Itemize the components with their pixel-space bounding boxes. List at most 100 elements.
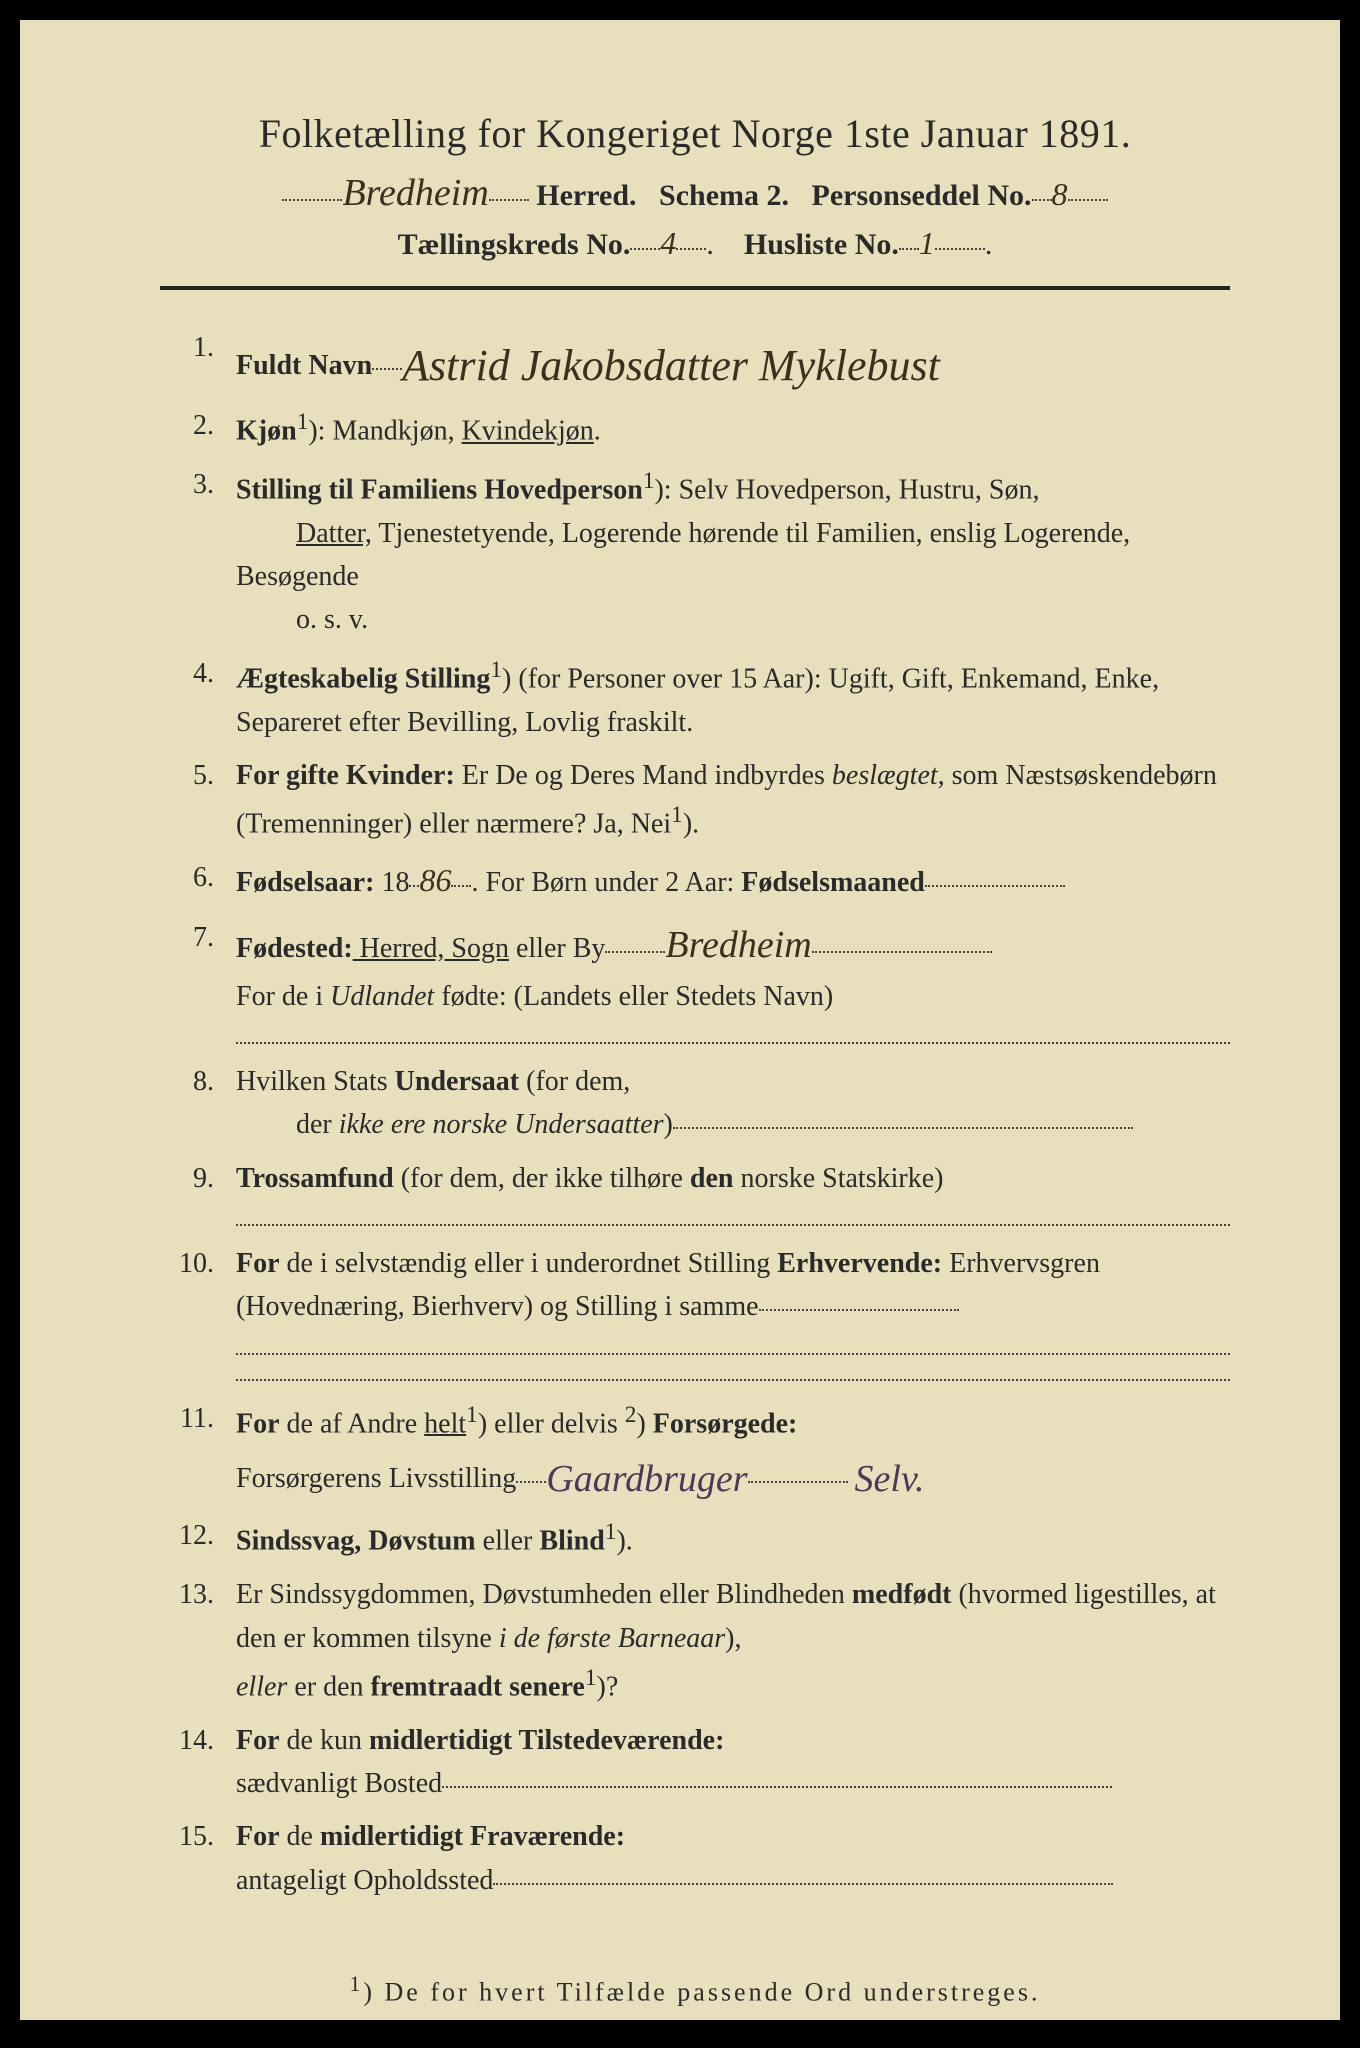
text: fødte: (Landets eller Stedets Navn)	[434, 981, 833, 1012]
label: Fuldt Navn	[236, 350, 372, 381]
row-content: Fødselsaar: 1886. For Børn under 2 Aar: …	[236, 856, 1230, 906]
personseddel-label: Personseddel No.	[812, 179, 1032, 212]
row-content: For de midlertidigt Fraværende: antageli…	[236, 1815, 1230, 1902]
row-14: 14. For de kun midlertidigt Tilstedevære…	[176, 1719, 1230, 1806]
bold-text: den	[690, 1163, 734, 1194]
dotted-line	[236, 1335, 1230, 1355]
label: For	[236, 1725, 280, 1756]
herred-line: Bredheim Herred. Schema 2. Personseddel …	[160, 171, 1230, 215]
text: Hvilken Stats	[236, 1066, 395, 1097]
header-block: Folketælling for Kongeriget Norge 1ste J…	[160, 110, 1230, 262]
text: de i selvstændig eller i underordnet Sti…	[280, 1248, 778, 1279]
row-content: Fuldt Navn Astrid Jakobsdatter Myklebust	[236, 326, 1230, 394]
row-content: Stilling til Familiens Hovedperson1): Se…	[236, 463, 1230, 642]
row-content: Er Sindssygdommen, Døvstumheden eller Bl…	[236, 1573, 1230, 1709]
text: )?	[597, 1671, 619, 1702]
label: For	[236, 1821, 280, 1852]
label: Ægteskabelig Stilling	[236, 663, 490, 694]
row-content: For gifte Kvinder: Er De og Deres Mand i…	[236, 754, 1230, 846]
row-3: 3. Stilling til Familiens Hovedperson1):…	[176, 463, 1230, 642]
row-content: For de kun midlertidigt Tilstedeværende:…	[236, 1719, 1230, 1806]
bold-text: midlertidigt Tilstedeværende:	[369, 1725, 724, 1756]
text: er den	[287, 1671, 370, 1702]
personseddel-value: 8	[1052, 176, 1068, 212]
label: Stilling til Familiens Hovedperson	[236, 474, 643, 505]
row-11: 11. For de af Andre helt1) eller delvis …	[176, 1397, 1230, 1505]
text: )	[636, 1408, 652, 1439]
underlined-value: Datter,	[296, 518, 372, 549]
label: For	[236, 1248, 280, 1279]
row-num: 2.	[176, 404, 236, 453]
main-title: Folketælling for Kongeriget Norge 1ste J…	[160, 110, 1230, 157]
husliste-value: 1	[919, 225, 935, 261]
row-num: 8.	[176, 1060, 236, 1147]
taellingskreds-label: Tællingskreds No.	[398, 228, 631, 261]
row-num: 15.	[176, 1815, 236, 1902]
row-num: 14.	[176, 1719, 236, 1806]
bold-text: Erhvervende:	[777, 1248, 942, 1279]
italic-text: i de første Barneaar	[499, 1623, 725, 1654]
text: 18	[374, 867, 409, 898]
row-content: Kjøn1): Mandkjøn, Kvindekjøn.	[236, 404, 1230, 453]
row-num: 12.	[176, 1514, 236, 1563]
row-content: Sindssvag, Døvstum eller Blind1).	[236, 1514, 1230, 1563]
row-num: 9.	[176, 1157, 236, 1232]
row-num: 10.	[176, 1242, 236, 1387]
herred-label: Herred.	[536, 179, 636, 212]
row-num: 5.	[176, 754, 236, 846]
occupation-value: Gaardbruger	[546, 1458, 747, 1500]
row-content: Ægteskabelig Stilling1) (for Personer ov…	[236, 652, 1230, 744]
text: eller By	[509, 933, 605, 964]
label: Undersaat	[395, 1066, 519, 1097]
row-num: 4.	[176, 652, 236, 744]
text: )	[664, 1109, 673, 1140]
underlined-value: Kvindekjøn	[462, 416, 594, 447]
dotted-line	[236, 1024, 1230, 1044]
husliste-label: Husliste No.	[744, 228, 899, 261]
label: For	[236, 1408, 280, 1439]
row-num: 1.	[176, 326, 236, 394]
row-content: Fødested: Herred, Sogn eller ByBredheim …	[236, 916, 1230, 1050]
dotted-line	[236, 1206, 1230, 1226]
form-body: 1. Fuldt Navn Astrid Jakobsdatter Myklebu…	[160, 326, 1230, 1902]
italic-text: ikke ere norske Undersaatter	[339, 1109, 664, 1140]
text: ).	[683, 809, 699, 840]
bold-text: midlertidigt Fraværende:	[320, 1821, 625, 1852]
label: For gifte Kvinder:	[236, 760, 455, 791]
label: Fødselsmaaned	[741, 867, 925, 898]
text: ) eller delvis	[478, 1408, 625, 1439]
row-num: 13.	[176, 1573, 236, 1709]
row-content: For de i selvstændig eller i underordnet…	[236, 1242, 1230, 1387]
taellingskreds-value: 4	[660, 225, 676, 261]
text: (for dem, der ikke tilhøre	[394, 1163, 690, 1194]
row-6: 6. Fødselsaar: 1886. For Børn under 2 Aa…	[176, 856, 1230, 906]
underlined-value: Herred, Sogn	[353, 933, 509, 964]
label: Trossamfund	[236, 1163, 394, 1194]
row-num: 6.	[176, 856, 236, 906]
sup: 1	[466, 1402, 478, 1428]
birthplace-value: Bredheim	[665, 916, 811, 975]
sup: 1	[605, 1519, 617, 1545]
text: norske Statskirke)	[734, 1163, 944, 1194]
row-13: 13. Er Sindssygdommen, Døvstumheden elle…	[176, 1573, 1230, 1709]
sup: 1	[490, 657, 502, 683]
text: Er De og Deres Mand indbyrdes	[455, 760, 832, 791]
text: For de i	[236, 981, 330, 1012]
row-9: 9. Trossamfund (for dem, der ikke tilhør…	[176, 1157, 1230, 1232]
name-value: Astrid Jakobsdatter Myklebust	[402, 341, 940, 390]
bold-text: Blind	[539, 1526, 604, 1557]
text: ),	[725, 1623, 741, 1654]
kreds-line: Tællingskreds No.4. Husliste No.1.	[160, 225, 1230, 262]
occupation-value-2: Selv.	[855, 1458, 925, 1500]
row-15: 15. For de midlertidigt Fraværende: anta…	[176, 1815, 1230, 1902]
divider-line	[160, 286, 1230, 290]
italic-text: Udlandet	[330, 981, 434, 1012]
schema-label: Schema 2.	[659, 179, 789, 212]
sup: 2	[625, 1402, 637, 1428]
row-num: 7.	[176, 916, 236, 1050]
row-1: 1. Fuldt Navn Astrid Jakobsdatter Myklebu…	[176, 326, 1230, 394]
row-8: 8. Hvilken Stats Undersaat (for dem, der…	[176, 1060, 1230, 1147]
row-content: Hvilken Stats Undersaat (for dem, der ik…	[236, 1060, 1230, 1147]
text: sædvanligt Bosted	[236, 1768, 442, 1799]
text: eller	[476, 1526, 540, 1557]
